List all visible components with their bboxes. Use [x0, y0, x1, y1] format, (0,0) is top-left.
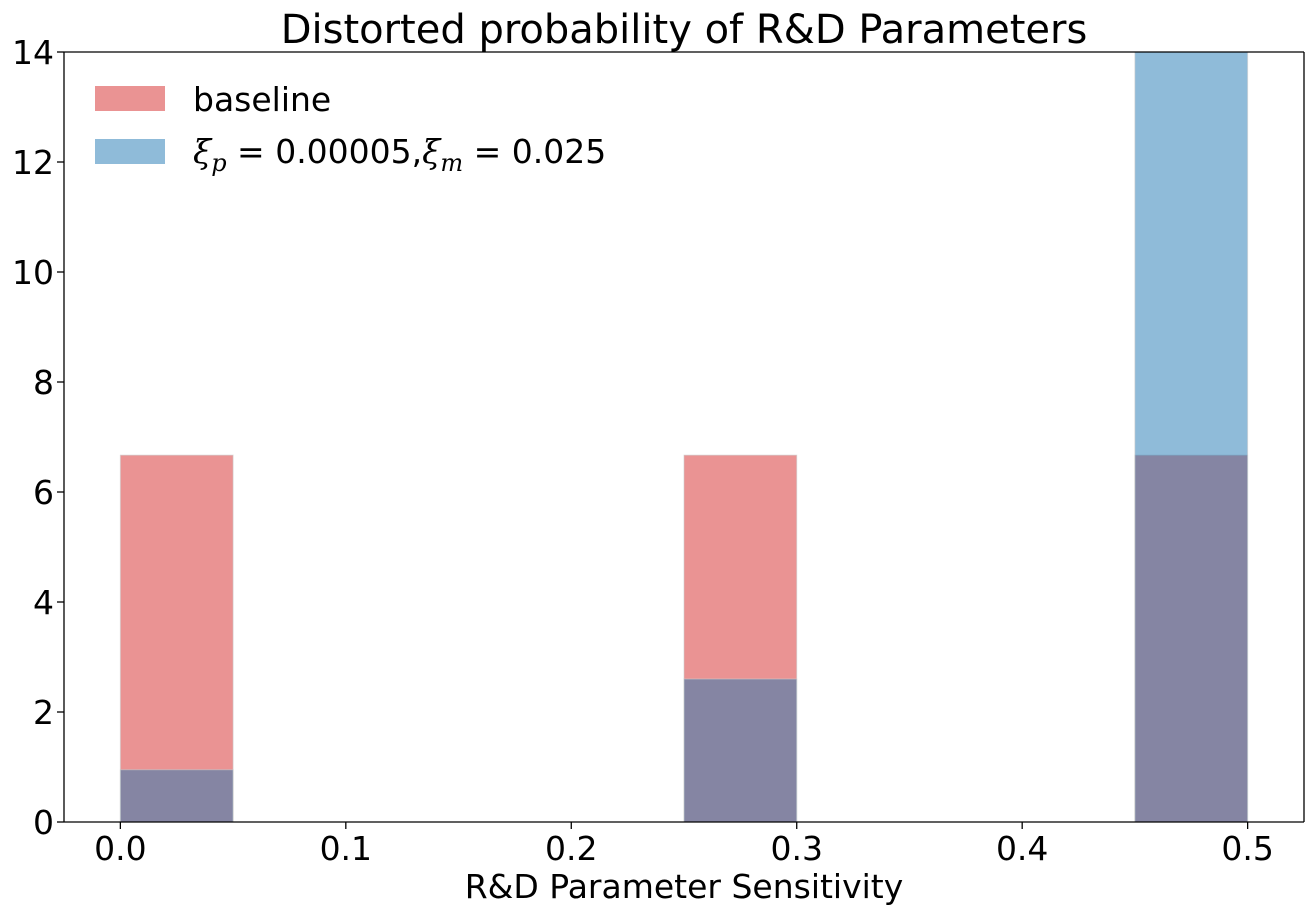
y-axis-ticks: 0 2 4 6 8 10 12 14 — [12, 33, 64, 842]
y-tick-label-4: 8 — [33, 363, 54, 402]
legend-eq-m: = 0.025 — [463, 132, 606, 171]
y-tick-label-6: 12 — [12, 143, 54, 182]
x-tick-label-0: 0.0 — [94, 829, 146, 868]
y-tick-label-3: 6 — [33, 473, 54, 512]
x-axis-label: R&D Parameter Sensitivity — [465, 867, 904, 906]
x-axis-ticks: 0.0 0.1 0.2 0.3 0.4 0.5 — [94, 822, 1274, 868]
x-tick-label-1: 0.1 — [320, 829, 372, 868]
xi-series-bars — [119, 51, 1249, 823]
x-tick-label-5: 0.5 — [1221, 829, 1273, 868]
legend-subscript-p: p — [211, 149, 226, 177]
x-tick-label-2: 0.2 — [545, 829, 597, 868]
xi-series-bar-1 — [683, 678, 798, 823]
legend-swatch-baseline — [95, 86, 165, 111]
legend: baseline ξp = 0.00005,ξm = 0.025 — [95, 80, 606, 177]
x-tick-label-4: 0.4 — [996, 829, 1048, 868]
x-tick-label-3: 0.3 — [770, 829, 822, 868]
y-tick-label-2: 4 — [33, 583, 54, 622]
legend-xi-p-symbol: ξ — [193, 132, 213, 171]
xi-series-bar-2 — [1134, 51, 1249, 823]
y-tick-label-5: 10 — [12, 253, 54, 292]
legend-swatch-xi-series — [95, 139, 165, 164]
legend-label-xi-series: ξp = 0.00005,ξm = 0.025 — [193, 132, 606, 177]
legend-subscript-m: m — [440, 149, 463, 177]
y-tick-label-1: 2 — [33, 693, 54, 732]
legend-eq-p: = 0.00005, — [227, 132, 423, 171]
chart-title: Distorted probability of R&D Parameters — [281, 7, 1088, 53]
xi-series-bar-0 — [119, 769, 234, 823]
axes-frame — [63, 51, 1305, 823]
y-tick-label-0: 0 — [33, 803, 54, 842]
legend-xi-m-symbol: ξ — [422, 132, 442, 171]
y-tick-label-7: 14 — [12, 33, 54, 72]
baseline-bar-0 — [119, 454, 234, 823]
legend-label-baseline: baseline — [193, 80, 331, 119]
